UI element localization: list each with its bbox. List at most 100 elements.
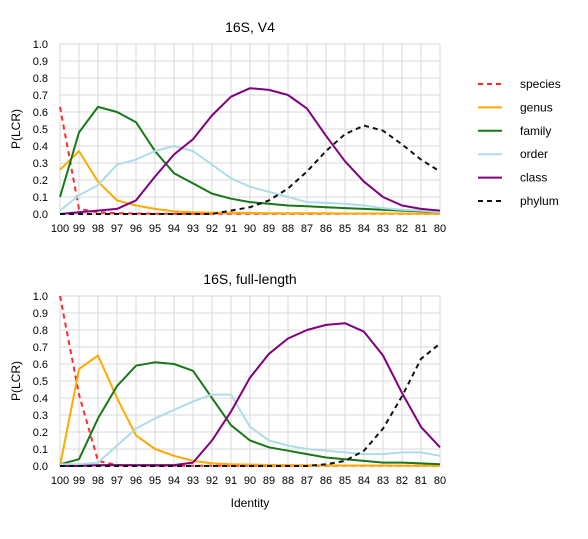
chart-2: 0.0 0.1 0.2 0.3 0.4 0.5 0.6 0.7 0.8 0.9 1.0 100 99 98… — [9, 271, 446, 510]
legend-item-genus: genus — [478, 100, 553, 114]
x-tick-label: 85 — [339, 223, 351, 235]
x-tick-label: 97 — [111, 475, 123, 487]
series-group — [59, 295, 441, 467]
y-axis-label: P(LCR) — [9, 109, 23, 149]
y-tick-label: 0.8 — [33, 325, 48, 337]
x-tick-label: 82 — [396, 223, 408, 235]
y-tick-label: 0.6 — [33, 107, 48, 119]
x-axis-label: Identity — [231, 496, 270, 510]
x-tick-label: 81 — [415, 475, 427, 487]
x-tick-label: 95 — [149, 475, 161, 487]
legend-label: genus — [520, 100, 553, 114]
legend-label: phylum — [520, 194, 559, 208]
y-tick-label: 0.1 — [33, 444, 48, 456]
x-tick-label: 84 — [358, 223, 370, 235]
x-tick-label: 82 — [396, 475, 408, 487]
x-tick-label: 89 — [263, 223, 275, 235]
y-tick-label: 0.4 — [33, 141, 48, 153]
x-tick-label: 92 — [206, 475, 218, 487]
x-tick-label: 91 — [225, 475, 237, 487]
y-axis-label: P(LCR) — [9, 361, 23, 401]
y-tick-label: 0.2 — [33, 427, 48, 439]
y-tick-label: 0.5 — [33, 376, 48, 388]
x-tick-label: 96 — [130, 475, 142, 487]
chart-title: 16S, full-length — [203, 271, 296, 287]
x-tick-label: 93 — [187, 223, 199, 235]
y-tick-label: 0.5 — [33, 124, 48, 136]
y-tick-label: 0.4 — [33, 393, 48, 405]
legend: species genus family order class phylum — [478, 77, 561, 208]
series-line-genus — [59, 354, 440, 467]
legend-label: class — [520, 171, 547, 185]
x-tick-label: 87 — [301, 223, 313, 235]
legend-item-phylum: phylum — [478, 194, 559, 208]
y-tick-label: 0.0 — [33, 461, 48, 473]
x-tick-label: 99 — [73, 223, 85, 235]
series-line-phylum — [60, 124, 441, 215]
x-tick-label: 83 — [377, 475, 389, 487]
x-tick-label: 90 — [244, 223, 256, 235]
series-group — [59, 87, 441, 215]
chart-title: 16S, V4 — [225, 19, 275, 35]
y-tick-label: 0.0 — [33, 209, 48, 221]
x-tick-label: 93 — [187, 475, 199, 487]
x-tick-label: 94 — [168, 223, 180, 235]
y-tick-label: 0.3 — [33, 158, 48, 170]
legend-label: species — [520, 77, 561, 91]
x-tick-label: 98 — [92, 223, 104, 235]
x-tick-label: 92 — [206, 223, 218, 235]
y-tick-label: 1.0 — [33, 291, 48, 303]
series-line-family — [59, 105, 441, 214]
y-tick-labels: 0.0 0.1 0.2 0.3 0.4 0.5 0.6 0.7 0.8 0.9 1.0 — [33, 291, 48, 473]
x-tick-label: 100 — [51, 475, 69, 487]
y-tick-label: 0.7 — [33, 90, 48, 102]
x-tick-label: 84 — [358, 475, 370, 487]
x-tick-label: 89 — [263, 475, 275, 487]
legend-item-order: order — [478, 147, 548, 161]
legend-label: family — [520, 124, 551, 138]
y-tick-label: 1.0 — [33, 39, 48, 51]
x-tick-label: 88 — [282, 223, 294, 235]
x-tick-label: 98 — [92, 475, 104, 487]
x-tick-label: 95 — [149, 223, 161, 235]
x-tick-label: 87 — [301, 475, 313, 487]
x-tick-labels: 100 99 98 97 96 95 94 93 92 91 90 89 88 87 86 85 84 83 82 8… — [51, 475, 446, 487]
x-tick-label: 86 — [320, 475, 332, 487]
y-tick-label: 0.9 — [33, 56, 48, 68]
x-tick-label: 91 — [225, 223, 237, 235]
y-tick-labels: 0.0 0.1 0.2 0.3 0.4 0.5 0.6 0.7 0.8 0.9 1.0 — [33, 39, 48, 221]
legend-item-species: species — [478, 77, 561, 91]
legend-label: order — [520, 147, 548, 161]
series-line-phylum — [60, 342, 441, 467]
x-tick-label: 97 — [111, 223, 123, 235]
y-tick-label: 0.9 — [33, 308, 48, 320]
x-tick-label: 90 — [244, 475, 256, 487]
series-line-order — [60, 393, 441, 466]
x-tick-label: 99 — [73, 475, 85, 487]
x-tick-label: 85 — [339, 475, 351, 487]
x-tick-labels: 100 99 98 97 96 95 94 93 92 91 90 89 88 87 86 85 84 83 82 8… — [51, 223, 446, 235]
series-line-family — [59, 361, 441, 466]
x-tick-label: 86 — [320, 223, 332, 235]
x-tick-label: 80 — [434, 223, 446, 235]
chart-1: 0.0 0.1 0.2 0.3 0.4 0.5 0.6 0.7 0.8 0.9 1.0 100 99 98… — [9, 19, 446, 235]
x-tick-label: 88 — [282, 475, 294, 487]
x-tick-label: 96 — [130, 223, 142, 235]
series-line-order — [59, 145, 441, 214]
legend-item-class: class — [478, 171, 547, 185]
x-tick-label: 83 — [377, 223, 389, 235]
gridlines — [59, 43, 441, 215]
legend-item-family: family — [478, 124, 551, 138]
y-tick-label: 0.6 — [33, 359, 48, 371]
y-tick-label: 0.1 — [33, 192, 48, 204]
y-tick-label: 0.7 — [33, 342, 48, 354]
y-tick-label: 0.2 — [33, 175, 48, 187]
series-line-class — [59, 87, 441, 215]
series-line-genus — [59, 150, 440, 215]
y-tick-label: 0.3 — [33, 410, 48, 422]
x-tick-label: 80 — [434, 475, 446, 487]
x-tick-label: 94 — [168, 475, 180, 487]
y-tick-label: 0.8 — [33, 73, 48, 85]
